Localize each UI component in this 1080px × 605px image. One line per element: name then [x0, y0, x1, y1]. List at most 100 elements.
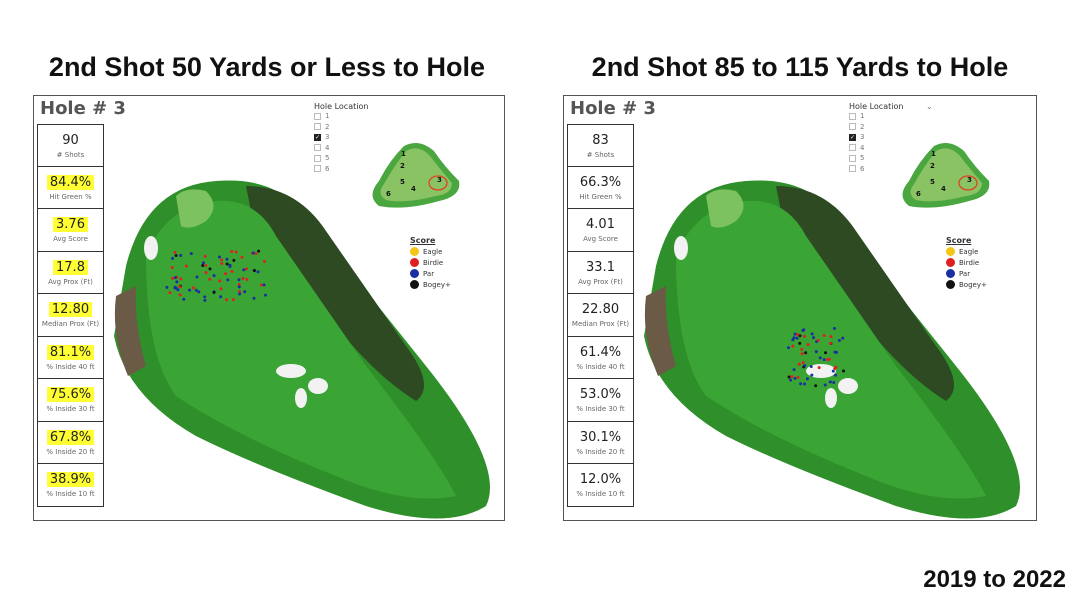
- shot-dot: [170, 266, 174, 270]
- shot-dot: [241, 276, 245, 280]
- shot-dot: [204, 271, 208, 275]
- shot-dot: [828, 380, 832, 384]
- chevron-down-icon[interactable]: ⌄: [926, 102, 933, 111]
- shot-dot: [242, 268, 246, 272]
- score-legend-title: Score: [946, 236, 972, 245]
- shot-dot: [803, 364, 807, 368]
- trees: [246, 186, 424, 401]
- score-legend: Score Eagle Birdie Par Bogey+: [946, 236, 987, 290]
- shot-dot: [232, 258, 236, 262]
- stat-card: 30.1% % Inside 20 ft: [567, 421, 634, 464]
- bunker: [806, 364, 836, 378]
- shot-dot: [252, 268, 256, 272]
- shot-dot: [796, 332, 800, 336]
- legend-label: Par: [959, 269, 971, 278]
- hole-location-option[interactable]: 5: [849, 153, 903, 164]
- checkbox[interactable]: [849, 123, 856, 131]
- stat-value: 17.8: [53, 259, 88, 275]
- hole-location-option[interactable]: 1: [849, 111, 903, 122]
- stat-card: 53.0% % Inside 30 ft: [567, 379, 634, 422]
- score-legend: Score Eagle Birdie Par Bogey+: [410, 236, 451, 290]
- shot-dot: [176, 288, 180, 292]
- stat-value: 4.01: [586, 217, 615, 232]
- checkbox[interactable]: [849, 112, 856, 120]
- legend-item: Par: [946, 268, 987, 279]
- shot-dot: [203, 295, 207, 299]
- shot-dot: [822, 334, 826, 338]
- checkbox[interactable]: [849, 165, 856, 173]
- stat-card: 61.4% % Inside 40 ft: [567, 336, 634, 379]
- legend-item: Eagle: [946, 246, 987, 257]
- shot-dot: [220, 258, 224, 262]
- shot-dot: [224, 272, 228, 276]
- hole-location-option[interactable]: 2: [314, 122, 368, 133]
- legend-item: Eagle: [410, 246, 451, 257]
- shot-dot: [842, 369, 846, 373]
- hole-location-option[interactable]: 5: [314, 153, 368, 164]
- hole-location-option[interactable]: 1: [314, 111, 368, 122]
- checkbox[interactable]: [314, 165, 321, 173]
- legend-label: Bogey+: [423, 280, 451, 289]
- stat-label: Avg Prox (Ft): [48, 277, 93, 286]
- hole-map: [644, 180, 1020, 519]
- hole-location-label: Hole Location: [849, 102, 904, 111]
- checkbox[interactable]: ✓: [314, 133, 321, 141]
- option-label: 6: [325, 164, 330, 173]
- green-location-label: 6: [386, 190, 391, 198]
- fairway: [146, 200, 456, 499]
- stat-card: 22.80 Median Prox (Ft): [567, 294, 634, 337]
- shot-dot: [168, 291, 172, 295]
- green-location-label: 4: [411, 185, 416, 193]
- shot-dot: [237, 283, 241, 287]
- hole-location-option[interactable]: ✓ 3: [314, 132, 368, 143]
- shot-dot: [798, 341, 802, 345]
- legend-item: Par: [410, 268, 451, 279]
- checkbox[interactable]: [314, 144, 321, 152]
- hole-location-option[interactable]: 4: [849, 143, 903, 154]
- green-location-label: 6: [916, 190, 921, 198]
- shot-dot: [841, 336, 845, 340]
- green-location-label: 3: [967, 176, 972, 184]
- bunker: [308, 378, 328, 394]
- shot-dot: [802, 328, 806, 332]
- shot-dot: [225, 262, 229, 266]
- hole-location-option[interactable]: 4: [314, 143, 368, 154]
- hole-location-label: Hole Location: [314, 102, 369, 111]
- checkbox[interactable]: [314, 154, 321, 162]
- shot-dot: [238, 290, 242, 294]
- shot-dot: [823, 383, 827, 387]
- hole-location-option[interactable]: 6: [314, 164, 368, 175]
- stat-label: % Inside 10 ft: [576, 490, 625, 498]
- shot-dot: [178, 293, 182, 297]
- stat-card: 38.9% % Inside 10 ft: [37, 464, 104, 507]
- shot-dot: [793, 332, 797, 336]
- hole-location-option[interactable]: ✓ 3: [849, 132, 903, 143]
- checkbox[interactable]: [314, 123, 321, 131]
- shot-dot: [228, 264, 232, 268]
- right-title: 2nd Shot 85 to 115 Yards to Hole: [591, 52, 1009, 82]
- checkbox[interactable]: [849, 154, 856, 162]
- shot-dot: [829, 335, 833, 339]
- hole-location-filter: Hole Location 1 2 ✓ 3 4 5 6: [314, 102, 368, 174]
- checkbox[interactable]: [849, 144, 856, 152]
- hole-location-option[interactable]: 2: [849, 122, 903, 133]
- stat-label: Avg Score: [53, 235, 88, 243]
- shot-dot: [818, 356, 822, 360]
- stat-value: 81.1%: [46, 344, 95, 360]
- shot-dot: [804, 351, 808, 355]
- hole-location-option[interactable]: 6: [849, 164, 903, 175]
- shot-dot: [812, 336, 816, 340]
- checkbox[interactable]: ✓: [849, 133, 856, 141]
- shot-dot: [184, 264, 188, 268]
- shot-dot: [786, 346, 790, 350]
- checkbox[interactable]: [314, 112, 321, 120]
- stat-label: Avg Prox (Ft): [578, 277, 623, 286]
- stat-label: % Inside 40 ft: [46, 362, 95, 371]
- shot-dot: [801, 360, 805, 364]
- shot-dot: [832, 380, 836, 384]
- shot-dot: [194, 288, 198, 292]
- shot-dot: [240, 255, 244, 259]
- shot-dot: [805, 377, 809, 381]
- selected-location-circle: [958, 175, 978, 191]
- legend-dot: [946, 280, 955, 289]
